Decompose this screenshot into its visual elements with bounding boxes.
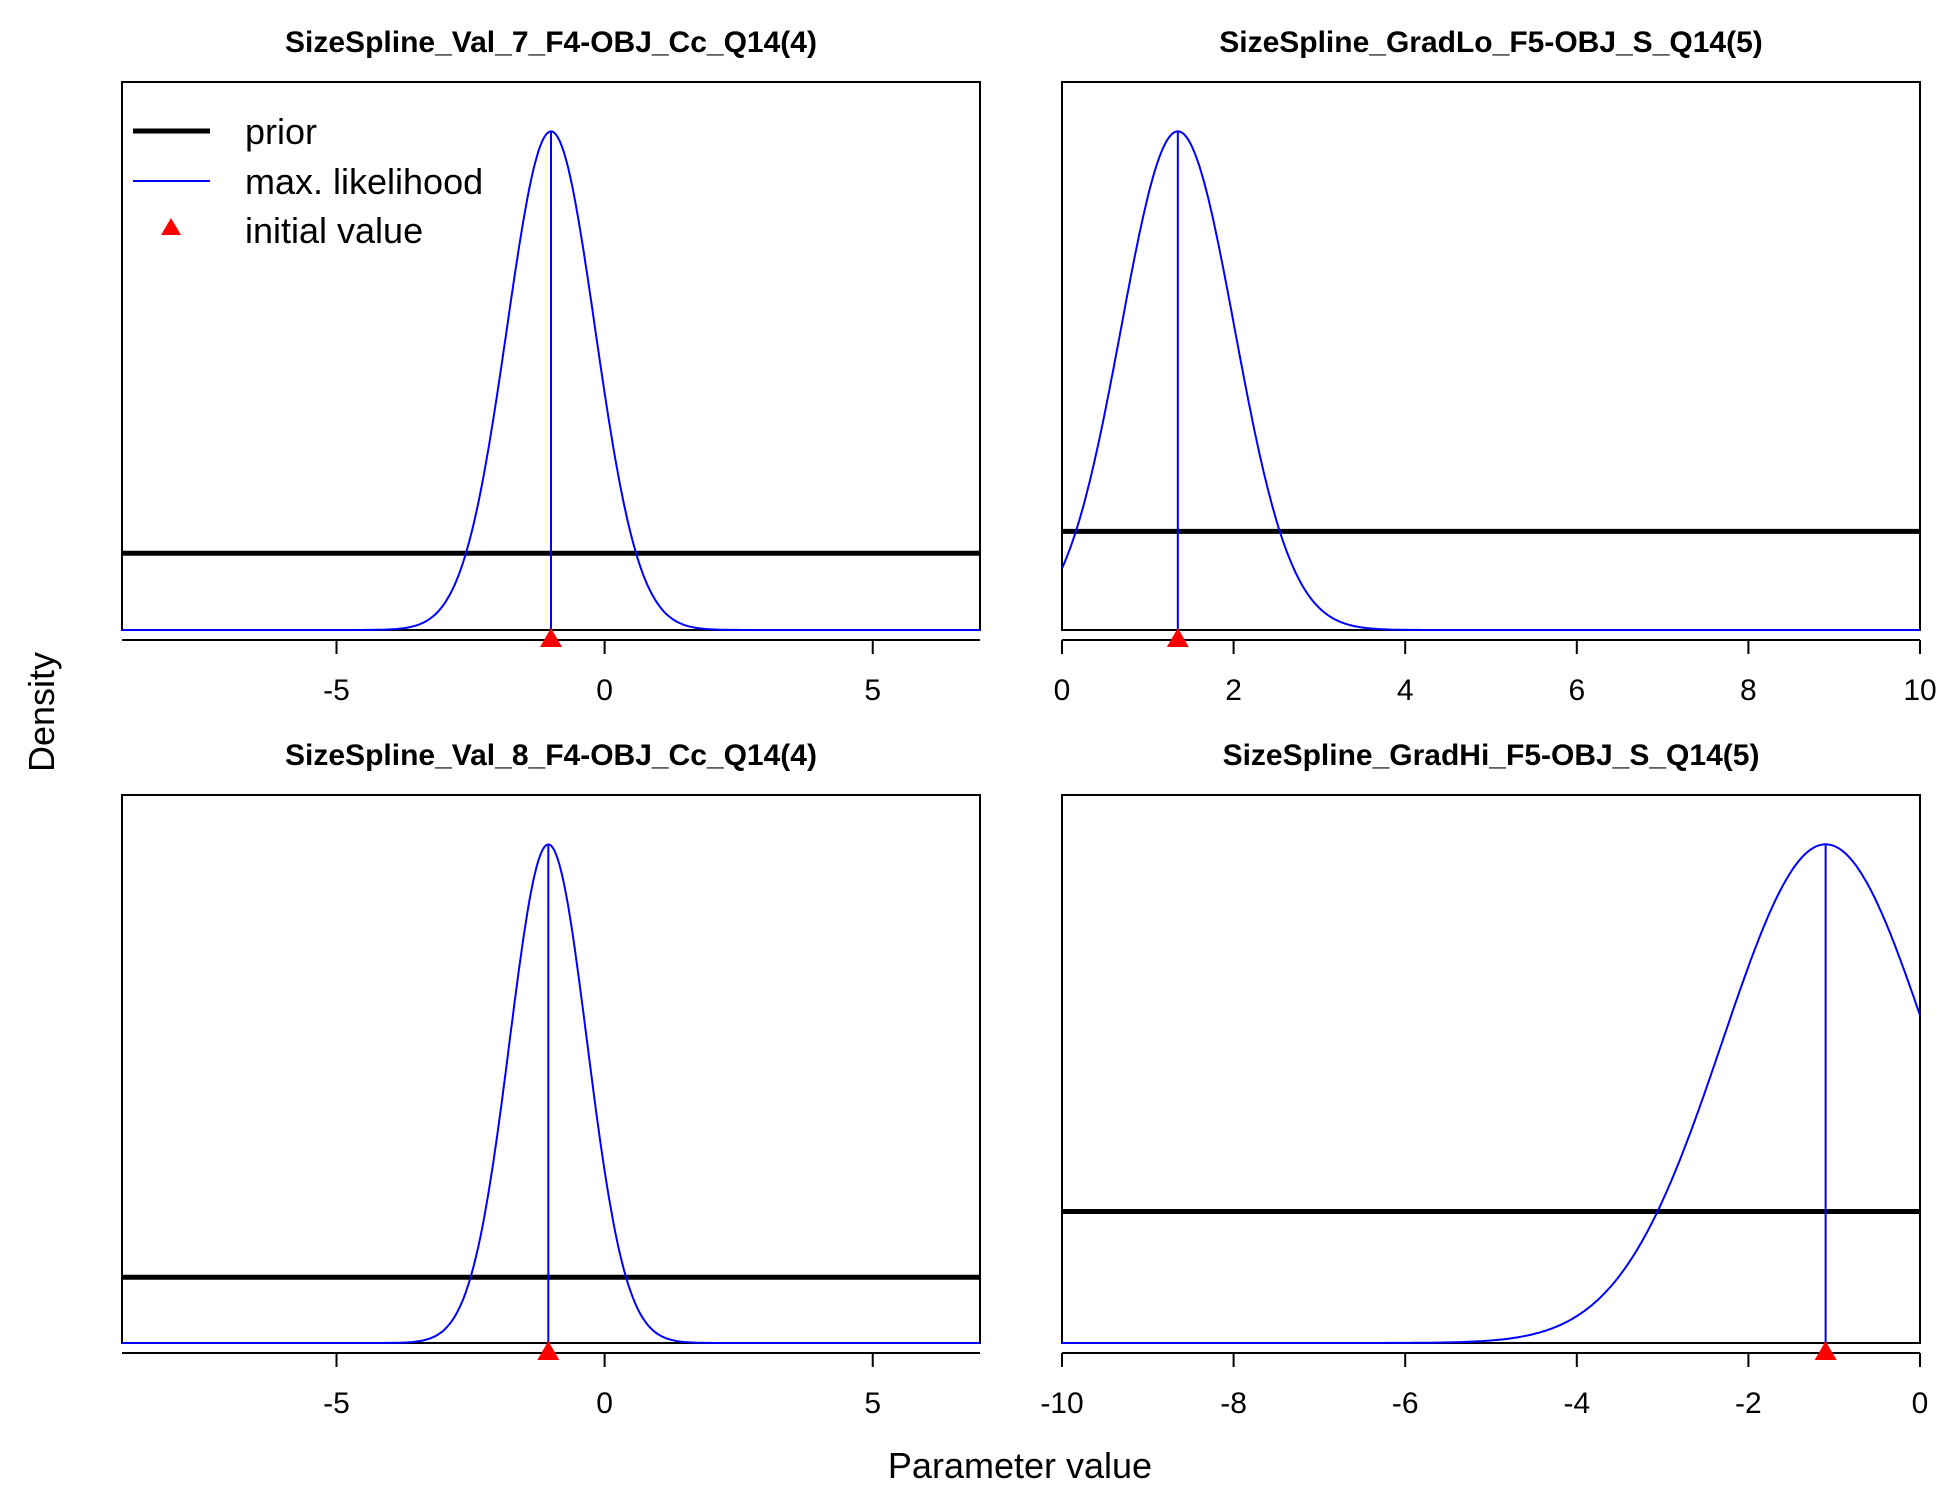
initial-value-marker [540,628,562,647]
x-tick-label: 2 [1225,674,1242,707]
x-tick-label: -2 [1735,1387,1762,1420]
chart-panel: SizeSpline_GradLo_F5-OBJ_S_Q14(5) 0 2 4 6 8 10 [1054,26,1937,707]
initial-value-marker [537,1341,560,1360]
x-tick-label: 10 [1903,674,1936,707]
x-tick-label: -6 [1392,1387,1419,1420]
likelihood-curve [122,130,980,631]
x-tick-label: 0 [1054,674,1071,707]
x-tick-label: -8 [1220,1387,1247,1420]
x-tick-label: -5 [323,1387,350,1420]
likelihood-curve [1062,843,1921,1344]
x-tick-label: -10 [1040,1387,1083,1420]
panel-title: SizeSpline_GradHi_F5-OBJ_S_Q14(5) [1223,739,1760,772]
legend-initial-value-marker [161,218,181,235]
x-tick-label: 0 [1912,1387,1929,1420]
chart-panel: SizeSpline_Val_7_F4-OBJ_Cc_Q14(4) -5 0 5 [121,26,981,707]
initial-value-marker [1166,628,1189,647]
plot-frame [121,794,981,1344]
initial-value-marker [1814,1341,1837,1360]
x-tick-label: 8 [1740,674,1757,707]
legend-max-likelihood-label: max. likelihood [245,161,483,202]
chart-panel: SizeSpline_GradHi_F5-OBJ_S_Q14(5) -10 -8 -6… [1040,739,1928,1420]
likelihood-curve [122,843,980,1344]
y-axis-title: Density [21,652,62,772]
panel-title: SizeSpline_GradLo_F5-OBJ_S_Q14(5) [1219,26,1763,59]
x-axis-title: Parameter value [888,1445,1152,1486]
panel-title: SizeSpline_Val_7_F4-OBJ_Cc_Q14(4) [285,26,817,59]
panel-title: SizeSpline_Val_8_F4-OBJ_Cc_Q14(4) [285,739,817,772]
x-tick-label: 0 [596,1387,613,1420]
x-tick-label: 0 [596,674,613,707]
panels: SizeSpline_Val_7_F4-OBJ_Cc_Q14(4)-5 0 5Siz… [121,26,1937,1420]
legend: prior max. likelihood initial value [133,111,483,251]
x-tick-label: 5 [864,674,881,707]
x-tick-label: 4 [1397,674,1414,707]
plot-frame [1061,81,1921,631]
x-tick-label: 6 [1568,674,1585,707]
plot-frame [1061,794,1921,1344]
x-tick-label: 5 [864,1387,881,1420]
chart-panel: SizeSpline_Val_8_F4-OBJ_Cc_Q14(4) -5 0 5 [121,739,981,1420]
legend-initial-value-label: initial value [245,210,423,251]
likelihood-curve [1061,130,1920,631]
legend-prior-label: prior [245,111,317,152]
x-tick-label: -4 [1563,1387,1590,1420]
x-tick-label: -5 [323,674,350,707]
